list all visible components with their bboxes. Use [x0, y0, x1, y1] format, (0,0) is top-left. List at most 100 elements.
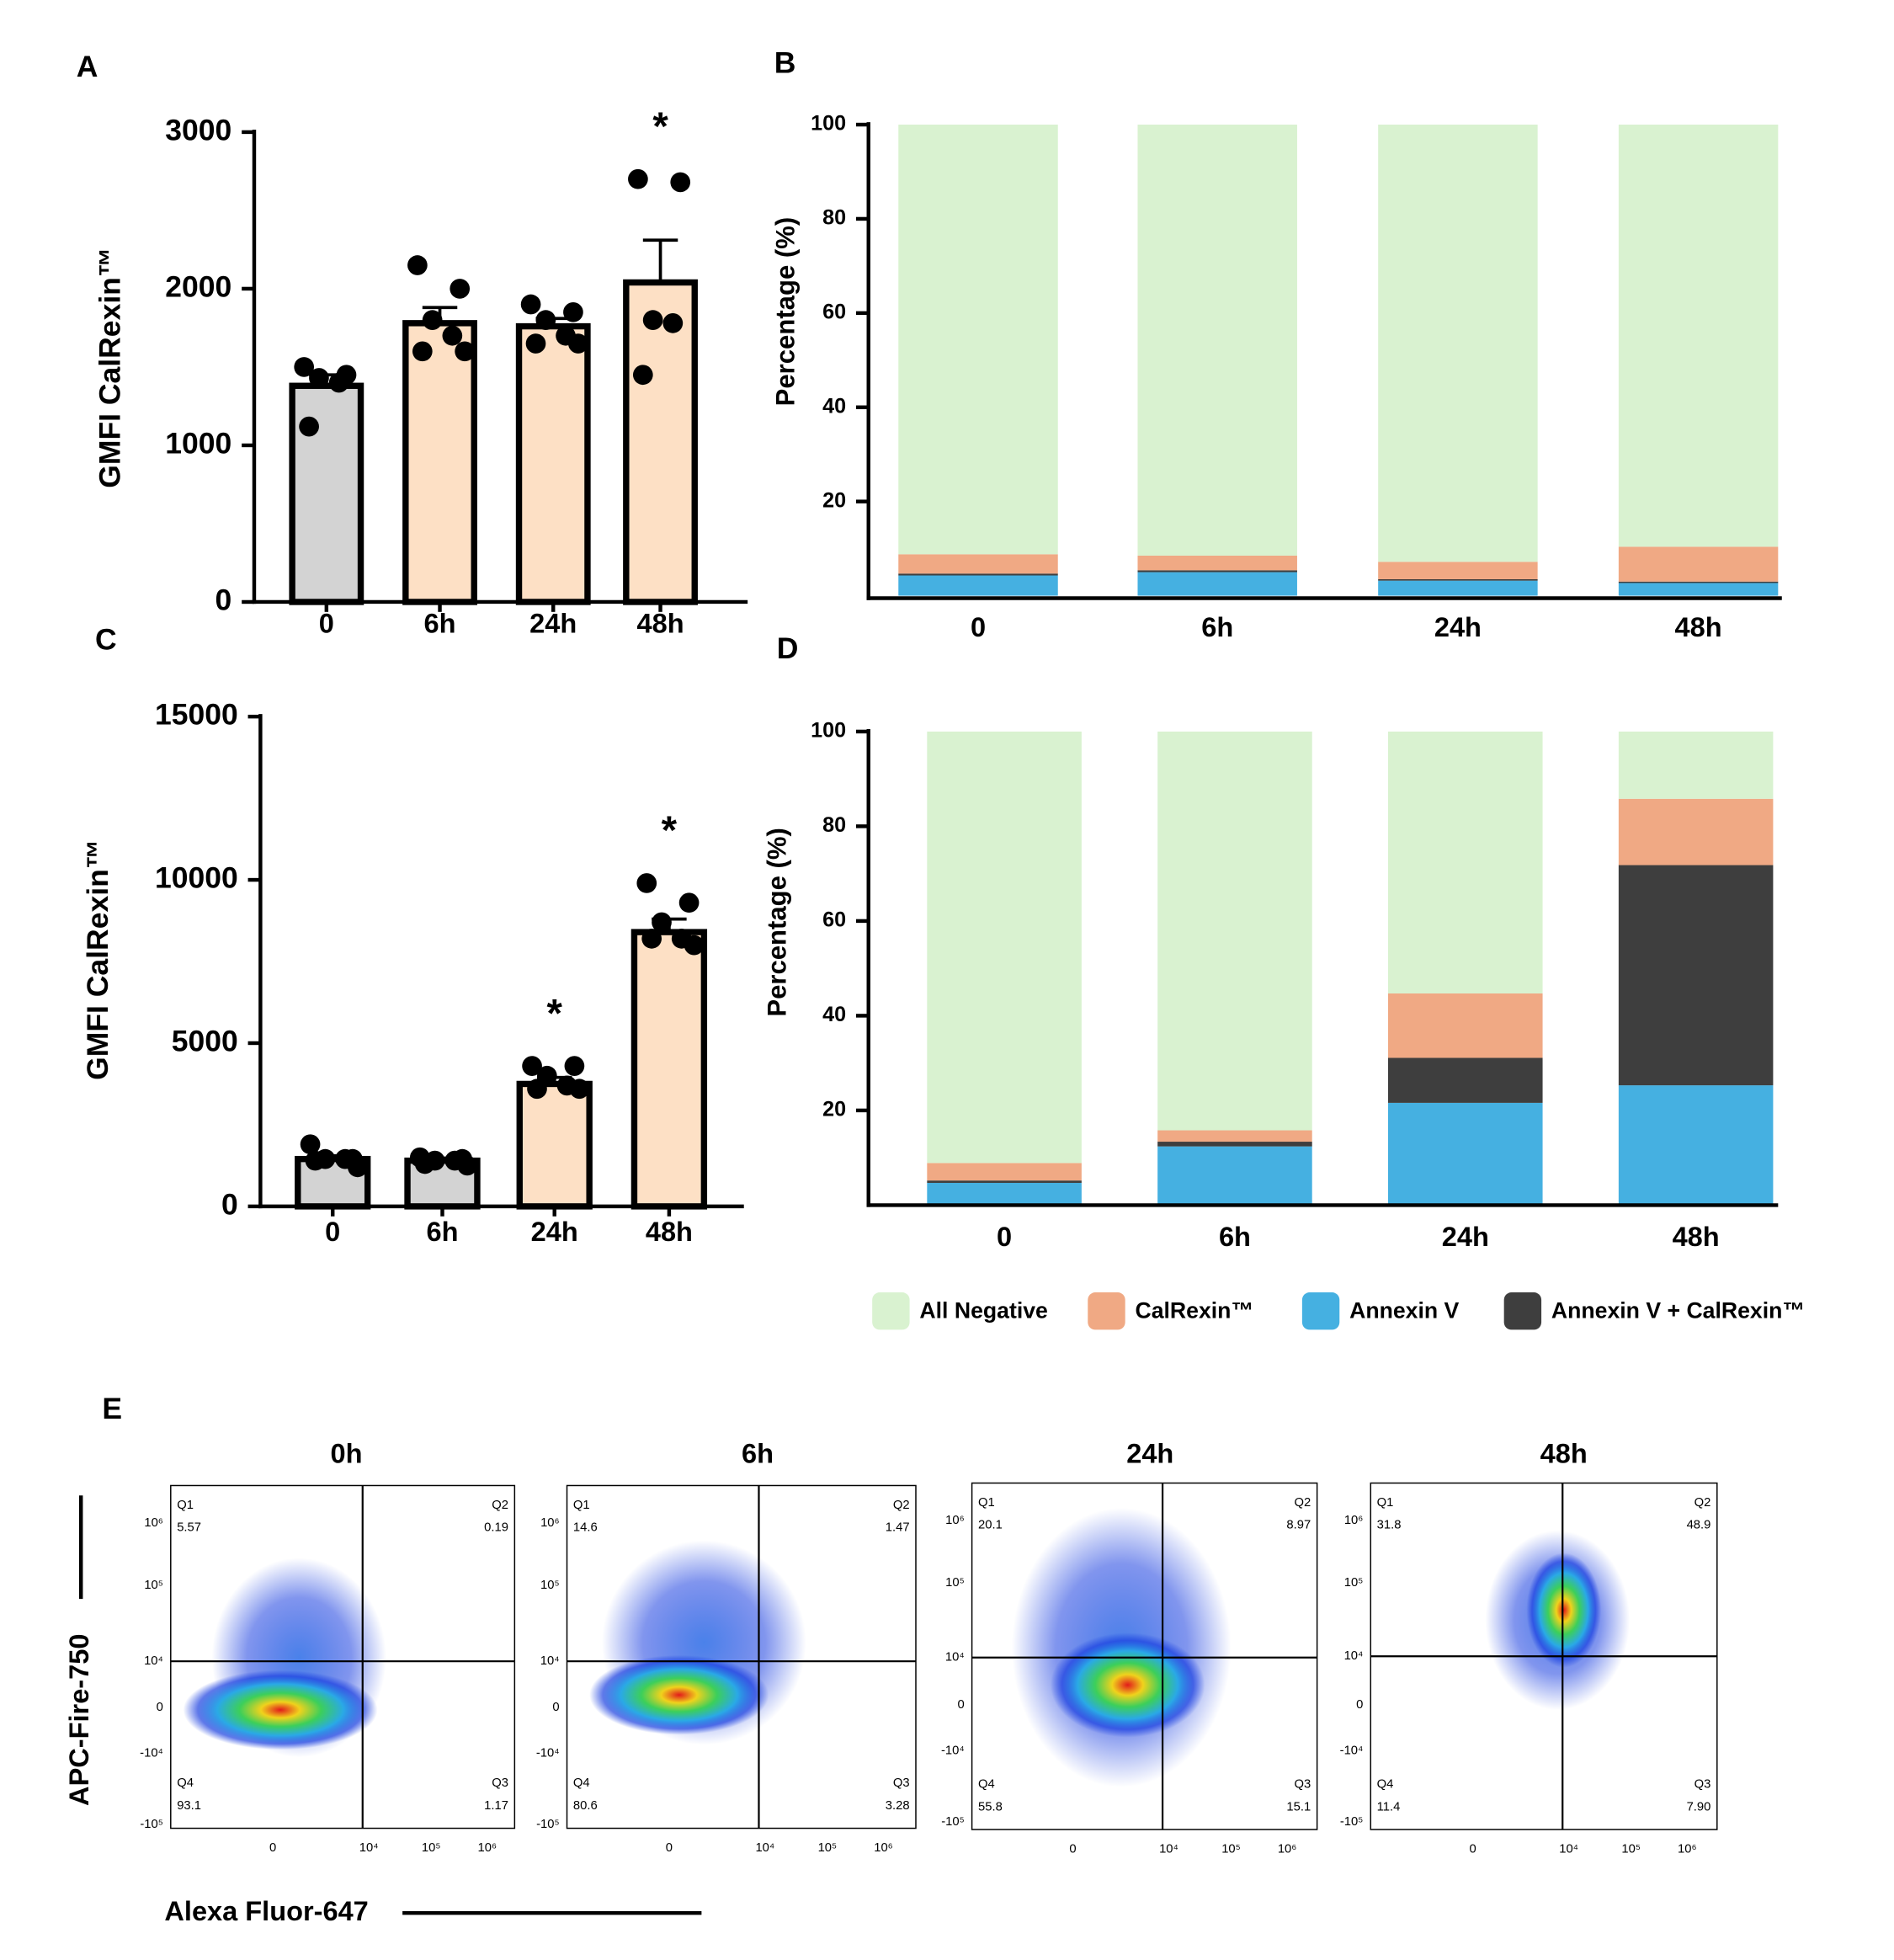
x-tick-label: 10⁵	[1621, 1843, 1641, 1856]
y-tick-label: 1000	[165, 426, 231, 460]
data-point	[527, 1079, 547, 1100]
bar-segment	[1388, 731, 1543, 993]
y-tick-label: 10⁶	[1344, 1514, 1364, 1527]
legend-label: CalRexin™	[1136, 1298, 1254, 1324]
data-point	[641, 929, 662, 949]
data-point	[632, 365, 653, 386]
quadrant-name: Q4	[177, 1776, 194, 1790]
y-tick-label: 80	[822, 206, 846, 230]
y-tick-label: 0	[221, 1187, 238, 1221]
quadrant-value: 1.47	[886, 1521, 910, 1535]
density-core	[183, 1670, 378, 1750]
bar-segment	[927, 1180, 1082, 1183]
x-tick-label: 10⁴	[755, 1841, 774, 1855]
quadrant-value: 8.97	[1286, 1519, 1311, 1532]
y-tick-label: -10⁴	[1340, 1744, 1364, 1758]
data-point	[568, 333, 588, 354]
panel-label: A	[77, 50, 98, 83]
bar-segment	[1157, 1130, 1312, 1142]
x-tick-label: 10⁶	[478, 1841, 497, 1855]
y-axis-label: GMFI CalRexin™	[81, 839, 114, 1080]
y-tick-label: 10⁵	[540, 1579, 560, 1592]
bar-segment	[1137, 556, 1297, 571]
quadrant-name: Q3	[893, 1776, 910, 1790]
y-axis-label: Percentage (%)	[762, 828, 791, 1017]
plot-title: 6h	[742, 1439, 774, 1469]
x-tick-label: 6h	[424, 609, 456, 639]
legend-label: Annexin V + CalRexin™	[1551, 1298, 1805, 1324]
bar-segment	[927, 731, 1082, 1164]
x-tick-label: 24h	[529, 609, 577, 639]
panel-label: E	[102, 1392, 122, 1425]
data-point	[407, 255, 428, 275]
quadrant-value: 31.8	[1377, 1519, 1402, 1532]
x-tick-label: 48h	[636, 609, 684, 639]
bar-segment	[1157, 1142, 1312, 1147]
significance-marker: *	[652, 104, 668, 149]
panel-label: D	[777, 631, 799, 665]
quadrant-name: Q3	[492, 1776, 508, 1790]
legend-label: All Negative	[919, 1298, 1047, 1324]
y-tick-label: 0	[215, 583, 232, 616]
bar-segment	[1378, 125, 1538, 562]
data-point	[300, 1134, 321, 1155]
y-tick-label: -10⁴	[536, 1747, 560, 1760]
data-point	[414, 1153, 435, 1174]
quadrant-value: 20.1	[978, 1519, 1003, 1532]
quadrant-value: 14.6	[573, 1521, 598, 1535]
x-tick-label: 0	[319, 609, 334, 639]
y-tick-label: 80	[822, 813, 846, 837]
y-tick-label: -10⁵	[941, 1815, 965, 1829]
bar-segment	[898, 573, 1058, 576]
y-tick-label: 5000	[172, 1024, 238, 1057]
bar-segment	[1618, 125, 1779, 547]
density-core	[1526, 1553, 1602, 1668]
quadrant-value: 55.8	[978, 1800, 1003, 1814]
bar	[630, 929, 708, 1210]
bar	[289, 382, 364, 605]
legend-swatch	[1088, 1292, 1125, 1330]
quadrant-name: Q3	[1694, 1778, 1711, 1792]
x-tick-label: 48h	[1673, 1222, 1720, 1252]
bar-segment	[1378, 578, 1538, 581]
data-point	[522, 1056, 542, 1076]
data-point	[569, 1079, 590, 1100]
y-tick-label: 3000	[165, 113, 231, 146]
data-point	[328, 372, 349, 393]
y-tick-label: 10⁴	[540, 1654, 560, 1668]
bar-segment	[1618, 731, 1774, 799]
y-tick-label: 2000	[165, 269, 231, 303]
data-point	[628, 168, 648, 189]
x-tick-label: 0	[971, 612, 986, 642]
x-tick-label: 0	[269, 1841, 276, 1855]
quadrant-value: 80.6	[573, 1799, 598, 1813]
x-tick-label: 10⁴	[1559, 1843, 1578, 1856]
bar-segment	[1378, 562, 1538, 579]
y-tick-label: 10⁵	[945, 1576, 965, 1590]
data-point	[305, 1150, 326, 1171]
x-tick-label: 10⁵	[818, 1841, 838, 1855]
quadrant-name: Q1	[978, 1496, 995, 1510]
data-point	[442, 325, 463, 346]
quadrant-name: Q2	[1294, 1496, 1311, 1510]
data-point	[642, 310, 663, 330]
plot-title: 48h	[1540, 1439, 1588, 1469]
quadrant-value: 7.90	[1687, 1800, 1711, 1814]
significance-marker: *	[662, 808, 678, 853]
y-tick-label: 100	[811, 719, 846, 743]
bar-segment	[898, 554, 1058, 574]
quadrant-value: 15.1	[1286, 1800, 1311, 1814]
y-tick-label: 0	[157, 1701, 163, 1714]
data-point	[684, 935, 705, 956]
y-tick-label: 0	[552, 1701, 559, 1714]
quadrant-value: 0.19	[484, 1521, 508, 1535]
quadrant-name: Q3	[1294, 1778, 1311, 1792]
bar-segment	[1388, 1102, 1543, 1206]
x-tick-label: 0	[666, 1841, 673, 1855]
x-tick-label: 0	[325, 1217, 340, 1247]
data-point	[563, 301, 583, 322]
bar-segment	[1388, 1057, 1543, 1103]
y-axis-label: APC-Fire-750	[64, 1634, 94, 1806]
x-tick-label: 0	[1069, 1843, 1076, 1856]
